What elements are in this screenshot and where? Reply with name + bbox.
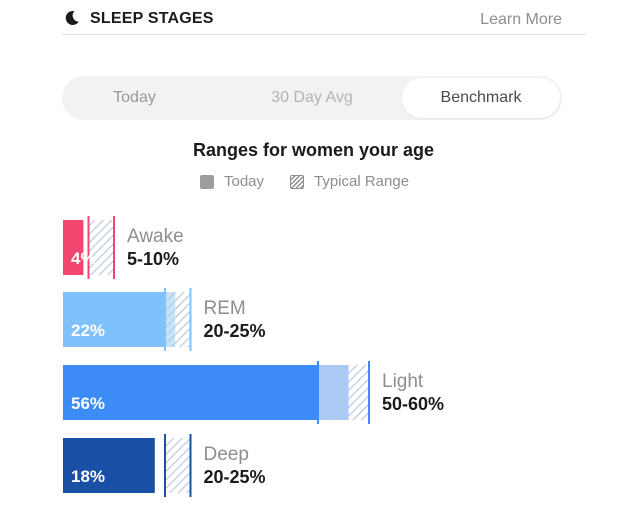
legend-label-today: Today <box>224 173 265 190</box>
value-label-rem: 22% <box>71 321 106 340</box>
stage-name-deep: Deep <box>203 444 249 465</box>
legend-swatch-typical-range <box>290 175 304 189</box>
stage-name-light: Light <box>382 371 424 392</box>
stage-range-deep: 20-25% <box>203 467 266 487</box>
stage-range-light: 50-60% <box>382 394 445 414</box>
tab-benchmark[interactable]: Benchmark <box>402 78 560 118</box>
bar-light <box>63 365 349 420</box>
legend-swatch-today <box>200 175 214 189</box>
value-label-light: 56% <box>71 394 106 413</box>
value-label-deep: 18% <box>71 467 106 486</box>
tab-today[interactable]: Today <box>113 89 156 106</box>
range-rem <box>165 292 191 347</box>
tab-30-day-avg[interactable]: 30 Day Avg <box>271 89 353 106</box>
stage-name-awake: Awake <box>127 226 184 247</box>
moon-icon <box>65 10 79 25</box>
legend-label-typical-range: Typical Range <box>314 173 410 190</box>
value-label-awake: 4% <box>71 249 96 268</box>
section-header: SLEEP STAGES Learn More <box>62 8 586 35</box>
chart-subtitle: Ranges for women your age <box>192 140 435 160</box>
stage-range-awake: 5-10% <box>127 249 180 269</box>
period-tabs: Today 30 Day Avg Benchmark <box>62 76 562 120</box>
learn-more-link[interactable]: Learn More <box>480 11 562 28</box>
stage-name-rem: REM <box>203 298 246 319</box>
section-title: SLEEP STAGES <box>90 10 214 27</box>
range-deep <box>165 438 191 493</box>
range-light <box>318 365 369 420</box>
stage-range-rem: 20-25% <box>203 321 266 341</box>
